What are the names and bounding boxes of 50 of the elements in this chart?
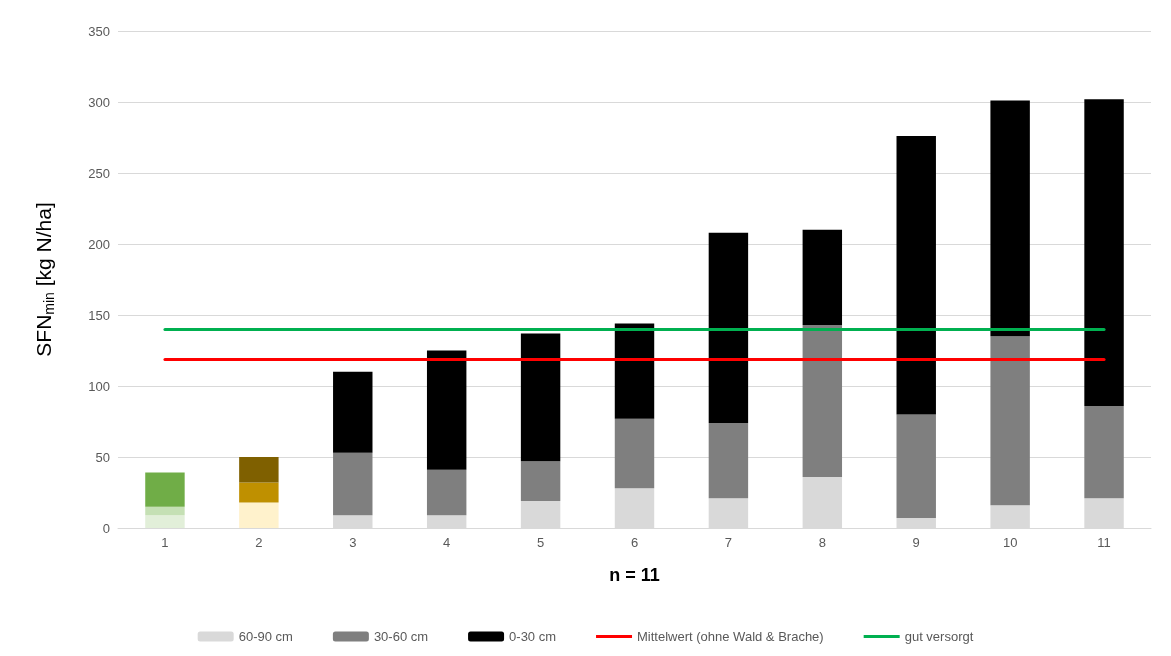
legend-label: gut versorgt <box>904 629 974 644</box>
bar <box>614 418 655 489</box>
bar <box>708 422 749 499</box>
bar <box>239 482 279 503</box>
x-tick-label: 2 <box>255 535 263 550</box>
bar <box>239 502 279 528</box>
x-tick-label: 10 <box>1002 535 1018 550</box>
x-tick-label: 5 <box>536 535 545 550</box>
legend-label: Mittelwert (ohne Wald & Brache) <box>637 629 824 644</box>
bar <box>145 515 185 528</box>
x-tick-label: 11 <box>1097 535 1111 550</box>
bar <box>802 229 843 325</box>
bar <box>990 100 1030 337</box>
y-axis-title: SFNmin [kg N/ha] <box>31 202 57 357</box>
bar <box>802 324 843 477</box>
legend-label: 60-90 cm <box>238 629 293 644</box>
x-tick-label: 1 <box>161 535 169 550</box>
x-axis-title: n = 11 <box>609 565 660 585</box>
y-tick-label: 300 <box>88 94 110 110</box>
bar <box>145 472 185 507</box>
x-tick-label: 4 <box>443 535 451 550</box>
y-tick-label: 100 <box>88 378 110 394</box>
bar <box>333 452 373 516</box>
y-tick-label: 250 <box>88 165 110 181</box>
bar <box>239 457 279 483</box>
bar <box>426 469 467 516</box>
bar <box>1084 405 1124 499</box>
bar <box>145 506 185 516</box>
y-tick-label: 150 <box>88 307 110 323</box>
x-tick-label: 3 <box>349 535 357 550</box>
bar <box>896 414 936 519</box>
x-tick-label: 8 <box>818 535 826 550</box>
legend-label: 30-60 cm <box>373 629 429 644</box>
bar <box>896 136 936 415</box>
bar <box>333 371 373 453</box>
y-tick-label: 200 <box>88 236 110 252</box>
x-tick-label: 9 <box>912 535 920 550</box>
bar <box>1084 99 1124 406</box>
bar <box>614 323 655 419</box>
y-tick-label: 0 <box>102 520 110 536</box>
bar <box>990 336 1030 506</box>
bar <box>520 461 561 502</box>
legend-label: 0-30 cm <box>509 629 557 644</box>
bar <box>520 333 561 462</box>
y-tick-label: 350 <box>88 23 110 39</box>
bar <box>708 232 749 423</box>
y-tick-label: 50 <box>95 449 110 465</box>
x-tick-label: 6 <box>630 535 639 550</box>
bar <box>426 350 467 470</box>
x-tick-label: 7 <box>724 535 733 550</box>
